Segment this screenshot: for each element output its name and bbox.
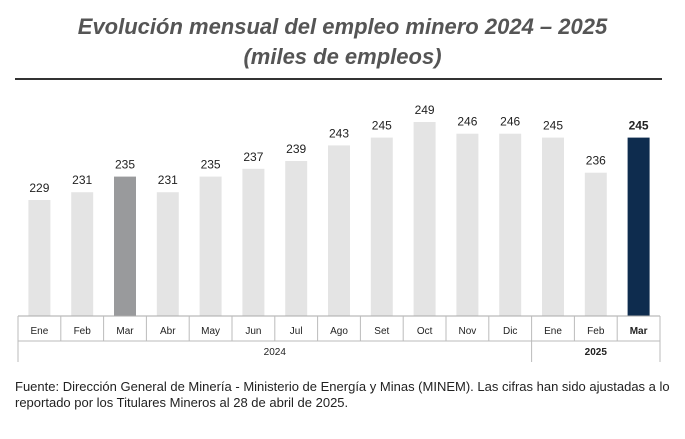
bar-9 <box>413 122 436 316</box>
bar-11 <box>499 133 522 316</box>
bar-4 <box>199 176 222 316</box>
data-label-11: 246 <box>500 115 520 129</box>
title-divider <box>15 78 662 80</box>
tick-label-6: Jul <box>290 326 303 337</box>
bar-3 <box>156 192 179 316</box>
chart-title-line1: Evolución mensual del empleo minero 2024… <box>77 14 608 39</box>
bar-1 <box>71 192 94 316</box>
data-label-10: 246 <box>457 115 477 129</box>
tick-label-3: Abr <box>160 326 176 337</box>
tick-label-8: Set <box>374 326 389 337</box>
tick-label-9: Oct <box>417 326 433 337</box>
data-label-13: 236 <box>586 154 606 168</box>
tick-label-1: Feb <box>74 326 92 337</box>
data-label-7: 243 <box>329 126 349 140</box>
bar-12 <box>542 137 564 316</box>
tick-label-14: Mar <box>630 326 648 337</box>
data-label-9: 249 <box>415 103 435 117</box>
source-note: Fuente: Dirección General de Minería - M… <box>15 379 670 410</box>
bar-7 <box>328 145 350 316</box>
chart-title-line2: (miles de empleos) <box>243 44 442 69</box>
data-label-8: 245 <box>372 119 392 133</box>
tick-label-4: May <box>201 326 220 337</box>
data-label-14: 245 <box>629 119 649 133</box>
tick-label-7: Ago <box>330 326 348 337</box>
data-label-6: 239 <box>286 142 306 156</box>
chart-title: Evolución mensual del empleo minero 2024… <box>0 12 685 72</box>
tick-label-12: Ene <box>544 326 562 337</box>
data-label-12: 245 <box>543 119 563 133</box>
bar-0 <box>28 200 51 316</box>
data-label-4: 235 <box>201 158 221 172</box>
tick-label-5: Jun <box>245 326 261 337</box>
data-label-3: 231 <box>158 173 178 187</box>
data-label-2: 235 <box>115 158 135 172</box>
bar-6 <box>285 161 308 316</box>
tick-label-11: Dic <box>503 326 517 337</box>
data-label-1: 231 <box>72 173 92 187</box>
year-label-2024: 2024 <box>264 347 287 358</box>
tick-label-0: Ene <box>31 326 49 337</box>
bar-2 <box>114 176 136 316</box>
tick-label-13: Feb <box>587 326 605 337</box>
year-label-2025: 2025 <box>585 347 608 358</box>
bar-13 <box>584 172 607 316</box>
bar-8 <box>370 137 393 316</box>
tick-label-10: Nov <box>459 326 477 337</box>
data-label-0: 229 <box>29 181 49 195</box>
bar-5 <box>242 168 265 316</box>
bar-10 <box>456 133 479 316</box>
bar-chart: 229 Ene 231 Feb 235 Mar 231 Abr 235 May 237 Jun 239 J… <box>17 103 661 362</box>
tick-label-2: Mar <box>116 326 134 337</box>
data-label-5: 237 <box>243 150 263 164</box>
bar-14 <box>627 137 650 316</box>
